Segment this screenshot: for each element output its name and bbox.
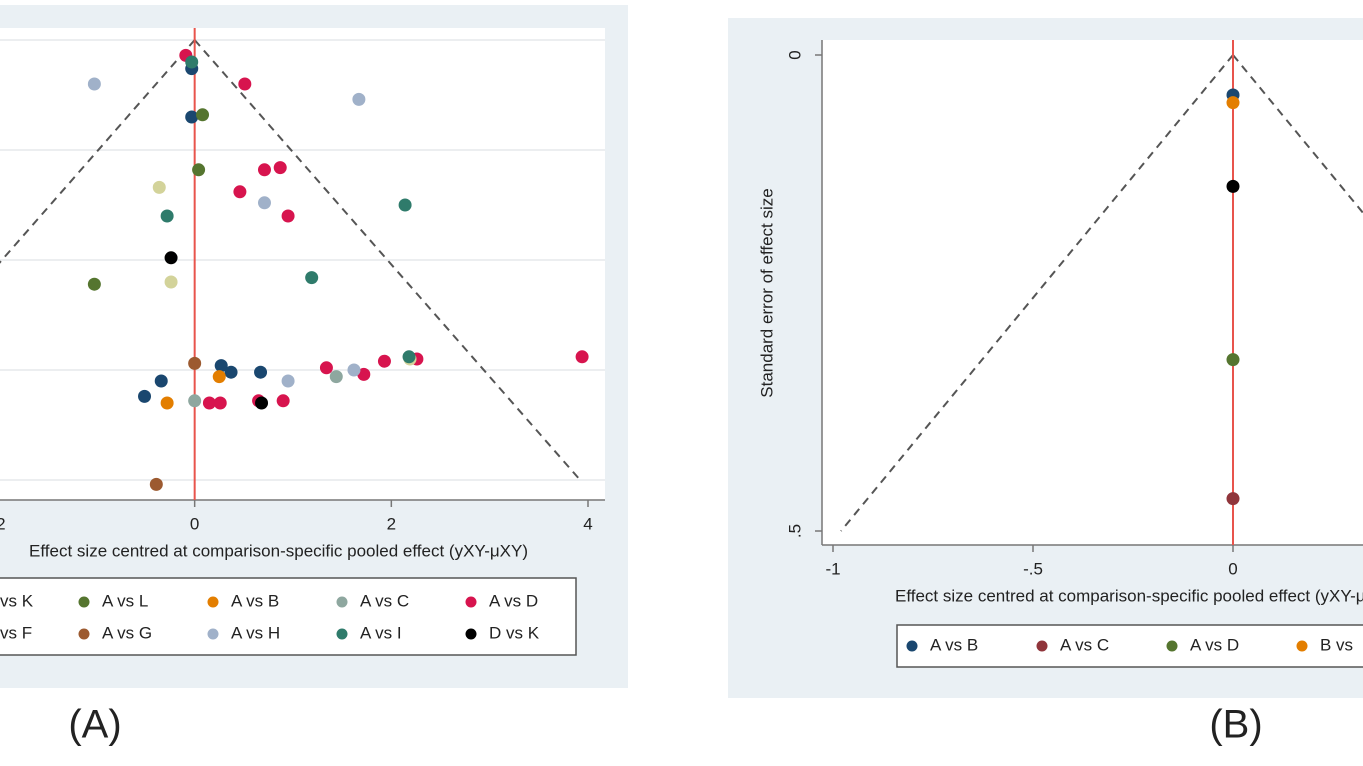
- plot-area: [822, 40, 1363, 545]
- x-axis-label: Effect size centred at comparison-specif…: [29, 541, 528, 560]
- point: [281, 374, 295, 388]
- legend-label: vs K: [0, 591, 34, 610]
- point: [319, 361, 333, 375]
- point: [152, 180, 166, 194]
- legend-label: A vs H: [231, 623, 280, 642]
- point: [154, 374, 168, 388]
- point: [185, 110, 199, 124]
- legend-label: A vs G: [102, 623, 152, 642]
- legend-marker: [336, 596, 348, 608]
- point: [257, 196, 271, 210]
- point: [238, 77, 252, 91]
- x-tick-label: -.5: [1023, 559, 1043, 578]
- legend-marker: [1036, 640, 1048, 652]
- point: [160, 209, 174, 223]
- legend-marker: [207, 628, 219, 640]
- point: [213, 396, 227, 410]
- legend-label: vs F: [0, 623, 32, 642]
- point: [192, 163, 206, 177]
- legend-label: A vs I: [360, 623, 402, 642]
- point: [1226, 353, 1240, 367]
- point: [160, 396, 174, 410]
- x-tick-label: -1: [825, 559, 840, 578]
- point: [214, 359, 228, 373]
- point: [149, 477, 163, 491]
- point: [347, 363, 361, 377]
- point: [276, 394, 290, 408]
- legend-marker: [906, 640, 918, 652]
- point: [188, 394, 202, 408]
- point: [352, 92, 366, 106]
- point: [1226, 179, 1240, 193]
- legend-marker: [78, 628, 90, 640]
- point: [329, 370, 343, 384]
- legend-label: A vs D: [1190, 635, 1239, 654]
- legend-box: [896, 624, 1363, 668]
- point: [398, 198, 412, 212]
- point: [255, 396, 269, 410]
- panel-label: (A): [68, 703, 121, 747]
- point: [1226, 96, 1240, 110]
- point: [202, 396, 216, 410]
- legend-label: A vs C: [1060, 635, 1109, 654]
- legend-marker: [1296, 640, 1308, 652]
- legend-marker: [465, 596, 477, 608]
- funnel-limit: [1232, 54, 1363, 215]
- legend-marker: [465, 628, 477, 640]
- legend-label: A vs D: [489, 591, 538, 610]
- funnel-limit: [840, 54, 1234, 532]
- point: [357, 367, 371, 381]
- point: [164, 251, 178, 265]
- point: [254, 365, 268, 379]
- point: [402, 350, 416, 364]
- x-tick-label: 2: [387, 514, 396, 533]
- point: [1226, 492, 1240, 506]
- legend-label: A vs B: [930, 635, 978, 654]
- legend-label: A vs L: [102, 591, 148, 610]
- x-tick-label: 4: [583, 514, 592, 533]
- legend-marker: [1166, 640, 1178, 652]
- plot-area: [0, 28, 605, 500]
- point: [87, 77, 101, 91]
- y-axis-label: Standard error of effect size: [757, 188, 776, 397]
- point: [185, 55, 199, 69]
- legend-marker: [207, 596, 219, 608]
- y-tick-label: .5: [785, 524, 804, 538]
- x-tick-label: 0: [1228, 559, 1237, 578]
- legend-label: A vs B: [231, 591, 279, 610]
- panel: 0 .5 -1 -.5 0 Effect size centred at comparis…: [728, 18, 1363, 747]
- point: [212, 370, 226, 384]
- point: [164, 275, 178, 289]
- point: [188, 356, 202, 370]
- point: [281, 209, 295, 223]
- point: [575, 350, 589, 364]
- point: [196, 108, 210, 122]
- point: [273, 161, 287, 175]
- panel: -2 0 2 4 Effect size centred at comparison-s…: [0, 5, 628, 747]
- legend-label: A vs C: [360, 591, 409, 610]
- legend-marker: [336, 628, 348, 640]
- point: [305, 271, 319, 285]
- point: [87, 277, 101, 291]
- point: [233, 185, 247, 199]
- panel-label: (B): [1209, 703, 1262, 747]
- legend-label: B vs: [1320, 635, 1353, 654]
- point: [257, 163, 271, 177]
- point: [138, 389, 152, 403]
- point: [377, 354, 391, 368]
- y-tick-label: 0: [785, 50, 804, 59]
- point: [224, 365, 238, 379]
- legend-box: [0, 577, 577, 656]
- x-tick-label: -2: [0, 514, 6, 533]
- legend-label: D vs K: [489, 623, 540, 642]
- x-tick-label: 0: [190, 514, 199, 533]
- legend-marker: [78, 596, 90, 608]
- x-axis-label: Effect size centred at comparison-specif…: [895, 586, 1363, 605]
